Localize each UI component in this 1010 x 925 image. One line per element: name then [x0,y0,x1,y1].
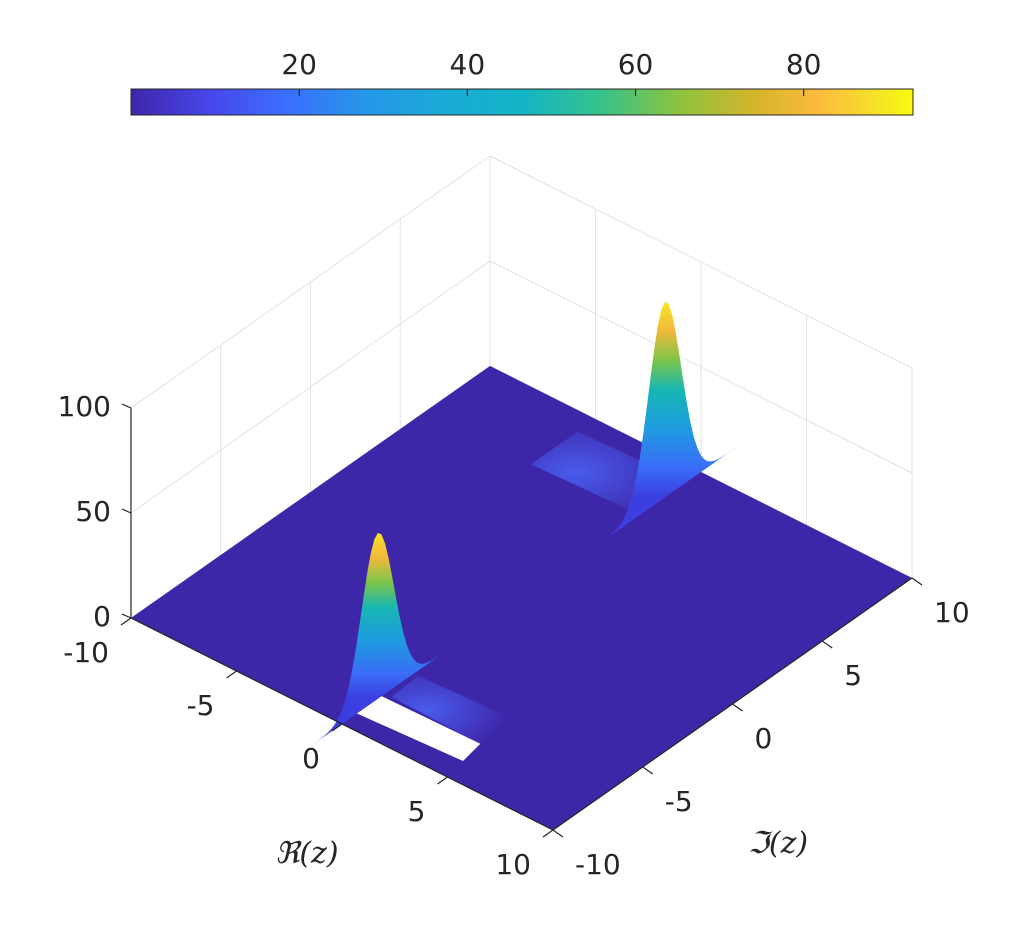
grid-line [489,260,913,474]
peak-2 [530,301,737,548]
x-tick-mark [542,829,554,838]
z-tick-mark [121,403,132,409]
axes [120,403,923,838]
grid-line [489,155,913,369]
peak-trough [343,693,481,762]
colorbar-tick-label: 20 [281,48,317,81]
peak-ridge [391,675,511,744]
colorbar-ticks: 20 40 60 80 [281,48,822,96]
y-tick-label: -10 [575,848,621,881]
peak-surface [593,301,737,548]
z-tick-mark [121,613,132,619]
x-tick-mark [331,723,343,732]
x-tick-label: 10 [495,848,531,881]
x-tick-mark [226,670,237,679]
peak-1 [306,532,511,762]
x-tick-mark [120,617,132,626]
y-tick-mark [911,577,923,586]
y-tick-mark [732,703,743,712]
y-tick-label: 10 [934,596,970,629]
y-tick-mark [821,640,833,649]
x-tick-label: -5 [187,689,215,722]
colorbar: 20 40 60 80 [130,48,914,116]
colorbar-tick-label: 40 [450,48,486,81]
x-axis-label: ℜ(z) [275,836,339,871]
y-tick-label: -5 [665,785,693,818]
z-tick-label: 50 [75,495,111,528]
colorbar-bar [130,88,914,116]
peak-surface [306,532,450,750]
x-tick-label: 5 [408,795,426,828]
surface-floor [131,366,912,830]
y-tick-label: 5 [844,659,862,692]
z-tick-mark [121,508,132,514]
z-tick-label: 0 [93,600,111,633]
grid-line [130,155,491,409]
y-axis-label: ℑ(z) [748,826,808,861]
colorbar-tick-label: 80 [786,48,822,81]
y-tick-mark [552,829,564,838]
x-tick-mark [437,776,448,785]
x-tick-label: -10 [63,636,109,669]
y-tick-mark [642,766,654,775]
y-tick-label: 0 [755,722,773,755]
z-tick-label: 100 [58,390,111,423]
grid-line [130,260,491,514]
surface [131,301,912,830]
x-tick-label: 0 [302,742,320,775]
colorbar-tick-label: 60 [618,48,654,81]
